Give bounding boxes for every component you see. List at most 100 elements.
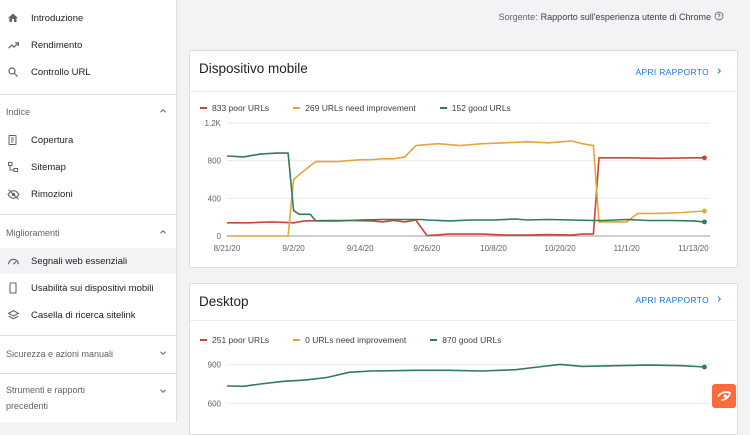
sidebar-item-label: Segnali web essenziali xyxy=(31,255,128,267)
y-tick-label: 800 xyxy=(208,157,222,166)
series-endpoint xyxy=(702,219,707,225)
speed-gauge-icon xyxy=(6,254,20,268)
source-value: Rapporto sull'esperienza utente di Chrom… xyxy=(540,12,711,22)
card-divider xyxy=(190,91,737,92)
legend-good[interactable]: 152 good URLs xyxy=(439,103,511,113)
sidebar-divider xyxy=(0,94,176,95)
sidebar-item-rimozioni[interactable]: Rimozioni xyxy=(0,181,176,207)
coverage-icon xyxy=(6,133,20,147)
sitemap-icon xyxy=(6,160,20,174)
y-tick-label: 900 xyxy=(208,360,222,369)
x-tick-label: 8/21/20 xyxy=(214,244,241,253)
mobile-line-chart: 0 400 800 1.2K 8/21/20 9/2/20 9/14/20 9/26/20 10… xyxy=(205,119,710,253)
open-report-link[interactable]: APRI RAPPORTO xyxy=(636,295,724,305)
legend-improve[interactable]: 269 URLs need improvement xyxy=(293,103,416,113)
legend-poor[interactable]: 833 poor URLs xyxy=(200,103,269,113)
sidebar-item-label: Usabilità sui dispositivi mobili xyxy=(31,282,154,294)
chart-legend: 833 poor URLs 269 URLs need improvement … xyxy=(200,103,535,113)
section-label: Sicurezza e azioni manuali xyxy=(6,349,114,359)
open-report-link[interactable]: APRI RAPPORTO xyxy=(636,67,724,77)
series-line xyxy=(227,156,705,237)
section-miglioramenti[interactable]: Miglioramenti xyxy=(0,223,176,243)
source-prefix: Sorgente: xyxy=(498,12,538,22)
x-tick-label: 9/26/20 xyxy=(414,244,441,253)
y-tick-label: 1.2K xyxy=(205,119,222,128)
home-icon xyxy=(6,11,20,25)
source-note: Sorgente: Rapporto sull'esperienza utent… xyxy=(499,11,724,23)
sidebar-item-label: Casella di ricerca sitelink xyxy=(31,309,136,321)
legend-poor[interactable]: 251 poor URLs xyxy=(200,335,269,345)
x-tick-label: 9/14/20 xyxy=(347,244,374,253)
open-report-label: APRI RAPPORTO xyxy=(635,67,709,77)
series-endpoint xyxy=(702,155,707,161)
card-title: Dispositivo mobile xyxy=(199,61,308,76)
chevron-up-icon xyxy=(158,106,168,118)
legend-label: 251 poor URLs xyxy=(212,335,270,345)
sidebar-item-introduzione[interactable]: Introduzione xyxy=(0,5,176,31)
chevron-down-icon xyxy=(158,385,168,401)
rocket-logo-icon xyxy=(717,391,731,401)
semrush-badge[interactable] xyxy=(712,384,736,408)
sidebar-item-controllo-url[interactable]: Controllo URL xyxy=(0,59,176,85)
sidebar: Introduzione Rendimento Controllo URL In… xyxy=(0,0,177,422)
legend-label: 870 good URLs xyxy=(442,335,502,345)
y-tick-label: 400 xyxy=(208,194,222,203)
legend-swatch xyxy=(430,339,438,341)
series-endpoint xyxy=(702,208,707,214)
sidebar-item-usabilita-mobile[interactable]: Usabilità sui dispositivi mobili xyxy=(0,275,176,301)
main-content: Sorgente: Rapporto sull'esperienza utent… xyxy=(177,0,750,435)
sidebar-divider xyxy=(0,373,176,374)
section-label: Indice xyxy=(6,107,31,117)
card-divider xyxy=(190,320,737,321)
legend-label: 833 poor URLs xyxy=(212,103,270,113)
smartphone-icon xyxy=(6,281,20,295)
chevron-right-icon xyxy=(715,295,723,305)
x-tick-label: 11/13/20 xyxy=(678,244,709,253)
legend-improve[interactable]: 0 URLs need improvement xyxy=(293,335,406,345)
desktop-card: Desktop APRI RAPPORTO 251 poor URLs 0 UR… xyxy=(189,283,738,435)
x-tick-label: 9/2/20 xyxy=(282,244,305,253)
trending-up-icon xyxy=(6,38,20,52)
sidebar-item-label: Sitemap xyxy=(31,161,66,173)
sidebar-item-casella-ricerca-sitelink[interactable]: Casella di ricerca sitelink xyxy=(0,302,176,328)
series-line xyxy=(226,363,705,388)
sidebar-divider xyxy=(0,214,176,215)
series-line xyxy=(227,140,705,237)
section-indice[interactable]: Indice xyxy=(0,102,176,122)
series-endpoint xyxy=(702,364,707,370)
legend-good[interactable]: 870 good URLs xyxy=(430,335,501,345)
sidebar-item-label: Copertura xyxy=(31,134,74,146)
section-strumenti[interactable]: Strumenti e rapporti precedenti xyxy=(0,382,176,416)
chevron-up-icon xyxy=(158,227,168,239)
open-report-label: APRI RAPPORTO xyxy=(635,295,709,305)
section-label: Miglioramenti xyxy=(6,228,60,238)
desktop-line-chart: 600 900 xyxy=(208,360,710,409)
chevron-right-icon xyxy=(715,67,723,77)
y-tick-label: 0 xyxy=(217,232,222,241)
sidebar-item-sitemap[interactable]: Sitemap xyxy=(0,154,176,180)
legend-label: 0 URLs need improvement xyxy=(305,335,407,345)
series-line xyxy=(226,152,705,223)
mobile-card: Dispositivo mobile APRI RAPPORTO 833 poo… xyxy=(189,50,738,268)
legend-swatch xyxy=(293,107,301,109)
legend-swatch xyxy=(439,107,447,109)
legend-label: 269 URLs need improvement xyxy=(305,103,416,113)
chart-legend: 251 poor URLs 0 URLs need improvement 87… xyxy=(200,335,525,345)
x-tick-label: 10/8/20 xyxy=(480,244,507,253)
sidebar-item-rendimento[interactable]: Rendimento xyxy=(0,32,176,58)
sidebar-divider xyxy=(0,335,176,336)
layers-icon xyxy=(6,308,20,322)
sidebar-item-label: Introduzione xyxy=(31,12,84,24)
sidebar-item-label: Controllo URL xyxy=(31,66,91,78)
legend-label: 152 good URLs xyxy=(451,103,511,113)
sidebar-item-label: Rimozioni xyxy=(31,188,73,200)
section-sicurezza[interactable]: Sicurezza e azioni manuali xyxy=(0,344,176,364)
sidebar-item-segnali-web-essenziali[interactable]: Segnali web essenziali xyxy=(0,248,176,274)
legend-swatch xyxy=(293,339,301,341)
removals-icon xyxy=(6,187,20,201)
x-tick-label: 11/1/20 xyxy=(614,244,641,253)
sidebar-item-label: Rendimento xyxy=(31,39,83,51)
chevron-down-icon xyxy=(158,348,168,360)
help-icon[interactable] xyxy=(714,11,724,23)
sidebar-item-copertura[interactable]: Copertura xyxy=(0,127,176,153)
